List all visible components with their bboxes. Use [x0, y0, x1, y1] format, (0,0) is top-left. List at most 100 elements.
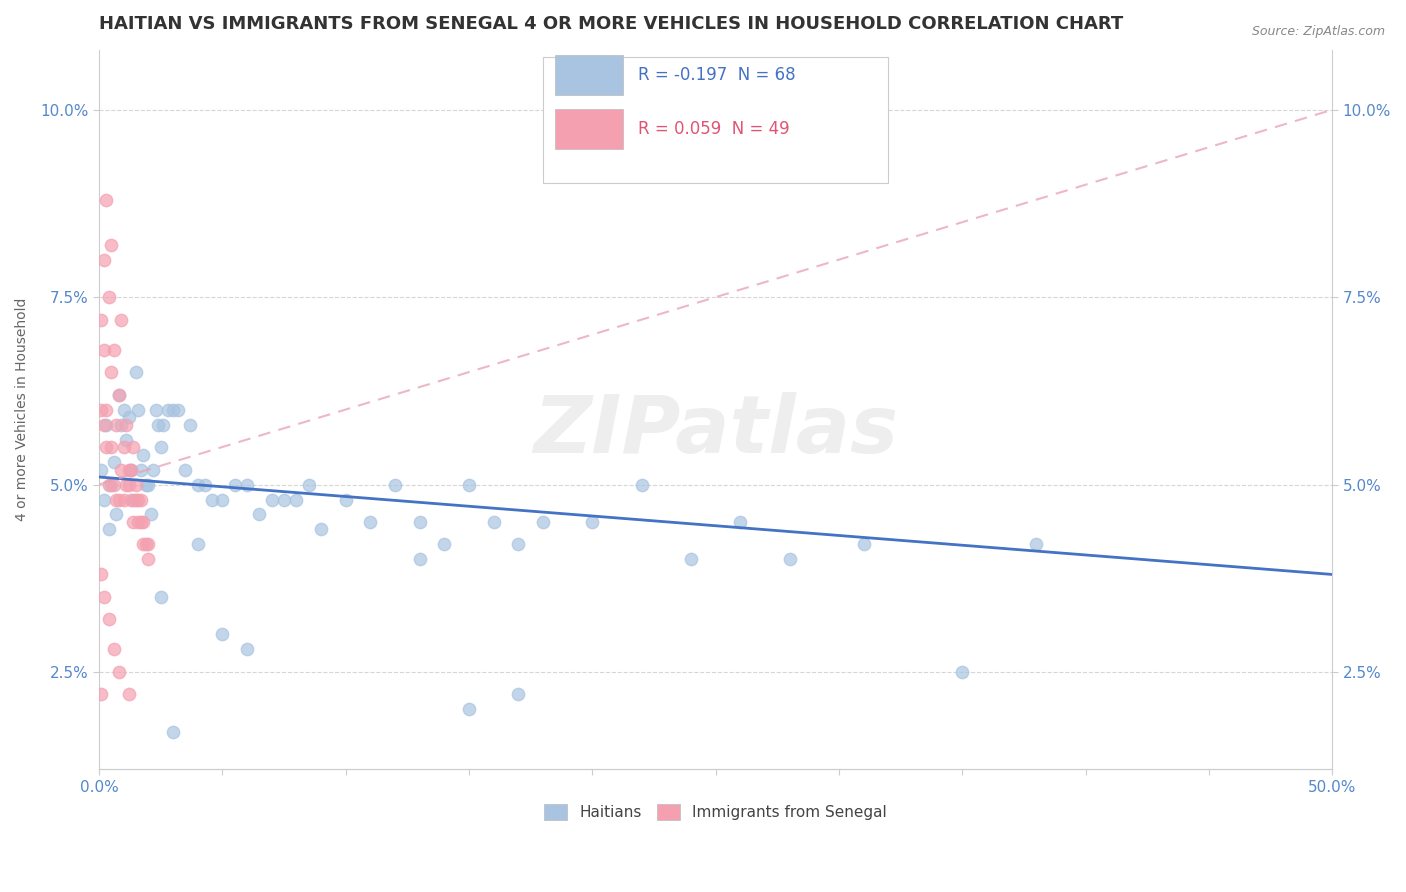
Point — [679, 552, 702, 566]
Point — [105, 492, 128, 507]
Point — [120, 462, 142, 476]
Point — [187, 537, 209, 551]
Point — [96, 417, 118, 432]
Point — [146, 417, 169, 432]
Point — [97, 523, 120, 537]
Point — [117, 462, 139, 476]
Point — [100, 365, 122, 379]
Point — [103, 642, 125, 657]
Point — [107, 387, 129, 401]
Point — [127, 515, 149, 529]
Point — [211, 627, 233, 641]
Point — [96, 402, 118, 417]
Point — [309, 523, 332, 537]
Point — [117, 687, 139, 701]
Point — [100, 477, 122, 491]
Point — [115, 433, 138, 447]
Point — [93, 590, 115, 604]
Point — [779, 552, 801, 566]
Point — [112, 440, 135, 454]
Point — [581, 515, 603, 529]
Point — [142, 462, 165, 476]
Point — [90, 462, 112, 476]
Text: R = 0.059  N = 49: R = 0.059 N = 49 — [638, 120, 790, 138]
Point — [335, 492, 357, 507]
Text: HAITIAN VS IMMIGRANTS FROM SENEGAL 4 OR MORE VEHICLES IN HOUSEHOLD CORRELATION C: HAITIAN VS IMMIGRANTS FROM SENEGAL 4 OR … — [98, 15, 1123, 33]
Point — [93, 492, 115, 507]
Point — [139, 508, 162, 522]
Point — [112, 492, 135, 507]
Point — [236, 642, 259, 657]
Point — [630, 477, 652, 491]
Point — [162, 724, 184, 739]
Point — [90, 312, 112, 326]
Point — [117, 477, 139, 491]
Point — [97, 477, 120, 491]
Point — [273, 492, 295, 507]
Point — [93, 252, 115, 267]
Point — [174, 462, 197, 476]
Point — [107, 492, 129, 507]
Point — [115, 417, 138, 432]
Point — [90, 687, 112, 701]
Point — [384, 477, 406, 491]
Point — [359, 515, 381, 529]
Point — [105, 508, 128, 522]
Point — [107, 387, 129, 401]
Point — [508, 537, 530, 551]
Point — [149, 440, 172, 454]
Point — [100, 237, 122, 252]
Point — [97, 612, 120, 626]
Point — [285, 492, 308, 507]
Point — [97, 290, 120, 304]
Point — [408, 552, 430, 566]
Point — [93, 417, 115, 432]
Point — [201, 492, 224, 507]
Point — [122, 492, 145, 507]
Point — [107, 665, 129, 679]
Point — [127, 492, 149, 507]
Point — [115, 477, 138, 491]
Point — [112, 402, 135, 417]
Text: R = -0.197  N = 68: R = -0.197 N = 68 — [638, 66, 796, 84]
Point — [129, 515, 152, 529]
Point — [728, 515, 751, 529]
Point — [224, 477, 246, 491]
Point — [179, 417, 201, 432]
Point — [120, 492, 142, 507]
FancyBboxPatch shape — [543, 57, 889, 183]
Point — [187, 477, 209, 491]
Point — [129, 462, 152, 476]
Text: ZIPatlas: ZIPatlas — [533, 392, 898, 470]
FancyBboxPatch shape — [555, 55, 623, 95]
Point — [297, 477, 319, 491]
Text: Source: ZipAtlas.com: Source: ZipAtlas.com — [1251, 25, 1385, 38]
Point — [96, 440, 118, 454]
Point — [129, 492, 152, 507]
Point — [136, 552, 159, 566]
Point — [260, 492, 283, 507]
Point — [149, 590, 172, 604]
Point — [135, 537, 157, 551]
Point — [132, 537, 155, 551]
Point — [145, 402, 167, 417]
Point — [852, 537, 875, 551]
Point — [132, 515, 155, 529]
Point — [110, 462, 132, 476]
Point — [135, 477, 157, 491]
Point — [125, 365, 148, 379]
Legend: Haitians, Immigrants from Senegal: Haitians, Immigrants from Senegal — [538, 798, 893, 826]
Point — [132, 448, 155, 462]
Point — [93, 343, 115, 357]
Point — [103, 343, 125, 357]
Point — [96, 193, 118, 207]
Point — [136, 477, 159, 491]
Point — [531, 515, 554, 529]
Point — [127, 402, 149, 417]
Point — [1025, 537, 1047, 551]
Y-axis label: 4 or more Vehicles in Household: 4 or more Vehicles in Household — [15, 298, 30, 521]
Point — [156, 402, 179, 417]
Point — [122, 515, 145, 529]
Point — [110, 312, 132, 326]
Point — [408, 515, 430, 529]
